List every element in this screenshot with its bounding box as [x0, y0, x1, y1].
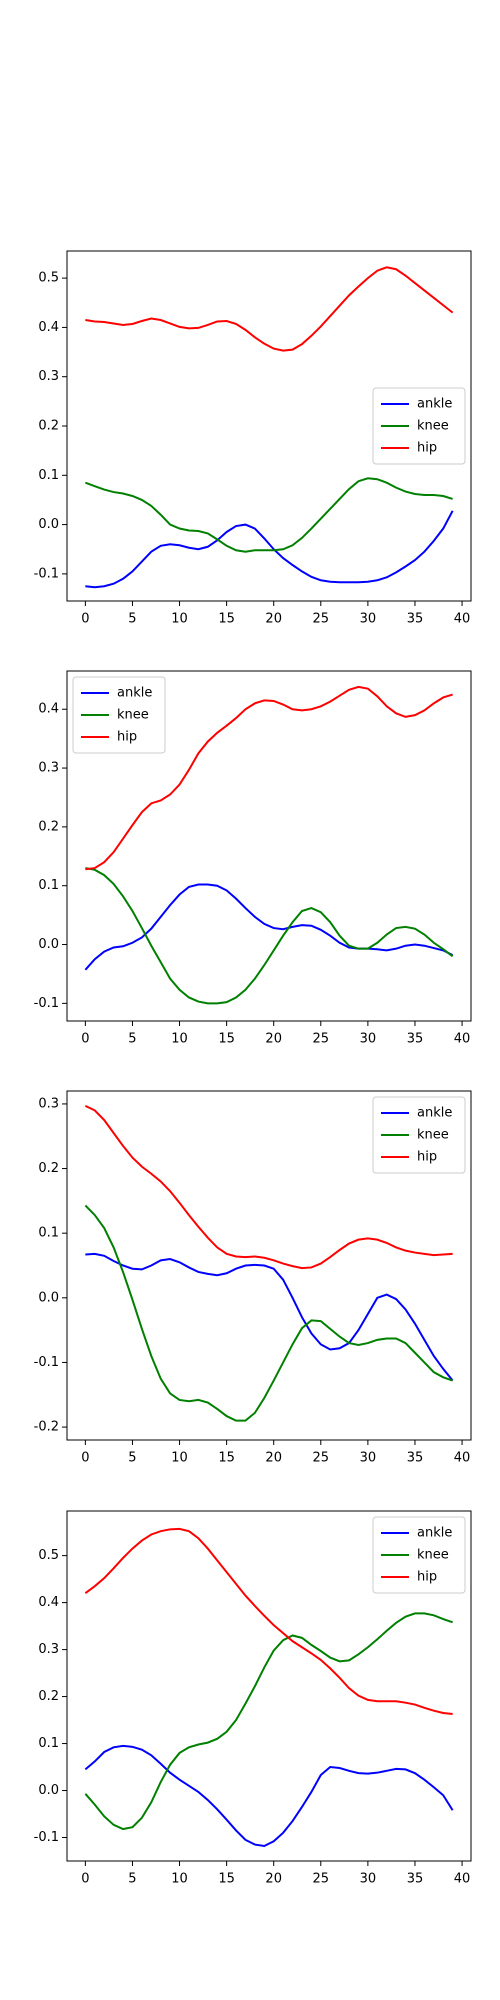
- y-tick-label: 0.3: [38, 369, 59, 384]
- legend-label: hip: [417, 1570, 437, 1585]
- x-tick-label: 15: [218, 1451, 235, 1466]
- y-tick-label: 0.0: [38, 517, 59, 532]
- series-line: [84, 1204, 453, 1422]
- y-tick-label: 0.5: [38, 271, 59, 286]
- y-tick-label: 0.2: [38, 1689, 59, 1704]
- legend-label: ankle: [417, 397, 452, 412]
- y-tick-label: 0.1: [38, 1226, 59, 1241]
- x-tick-label: 0: [81, 1451, 89, 1466]
- series-line: [85, 1252, 454, 1382]
- x-tick-label: 30: [360, 1451, 377, 1466]
- series-line: [85, 867, 454, 1005]
- series-line: [85, 685, 453, 871]
- x-tick-label: 15: [218, 1872, 235, 1887]
- x-tick-label: 15: [218, 612, 235, 627]
- legend-label: hip: [417, 441, 437, 456]
- x-tick-label: 35: [407, 1032, 424, 1047]
- series-line: [84, 1612, 453, 1831]
- y-tick-label: 0.5: [38, 1548, 59, 1563]
- legend-box: [372, 1096, 466, 1174]
- legend-label: knee: [417, 419, 449, 434]
- x-tick-label: 0: [81, 1032, 89, 1047]
- y-tick-label: 0.4: [38, 1595, 59, 1610]
- x-tick-label: 10: [171, 1032, 188, 1047]
- legend-label: ankle: [117, 686, 152, 701]
- x-tick-label: 10: [171, 1451, 188, 1466]
- legend-box: [372, 387, 466, 465]
- x-tick-label: 10: [171, 1872, 188, 1887]
- y-tick-label: 0.0: [38, 1290, 59, 1305]
- axes-frame: [66, 1510, 472, 1862]
- x-tick-label: 25: [313, 1451, 330, 1466]
- y-tick-label: 0.3: [38, 1096, 59, 1111]
- legend-label: knee: [417, 1128, 449, 1143]
- x-tick-label: 35: [407, 1872, 424, 1887]
- y-tick-label: 0.2: [38, 419, 59, 434]
- y-tick-label: 0.2: [38, 1161, 59, 1176]
- y-tick-label: 0.2: [38, 819, 59, 834]
- y-tick-label: 0.3: [38, 1642, 59, 1657]
- series-line: [84, 1104, 453, 1270]
- y-tick-label: -0.2: [34, 1420, 59, 1435]
- x-tick-label: 5: [128, 1872, 136, 1887]
- series-line: [85, 266, 454, 352]
- x-tick-label: 40: [454, 1872, 471, 1887]
- x-tick-label: 40: [454, 1032, 471, 1047]
- x-tick-label: 35: [407, 1451, 424, 1466]
- x-tick-label: 0: [81, 1872, 89, 1887]
- legend-box: [72, 676, 166, 754]
- y-tick-label: 0.0: [38, 1783, 59, 1798]
- x-tick-label: 25: [313, 1872, 330, 1887]
- x-tick-label: 20: [265, 612, 282, 627]
- x-tick-label: 25: [313, 1032, 330, 1047]
- x-tick-label: 35: [407, 612, 424, 627]
- y-tick-label: 0.1: [38, 878, 59, 893]
- y-tick-label: 0.4: [38, 320, 59, 335]
- y-tick-label: -0.1: [34, 1830, 59, 1845]
- x-tick-label: 30: [360, 1032, 377, 1047]
- y-tick-label: 0.3: [38, 761, 59, 776]
- x-tick-label: 20: [265, 1032, 282, 1047]
- x-tick-label: 30: [360, 1872, 377, 1887]
- legend-label: ankle: [417, 1526, 452, 1541]
- legend-label: knee: [417, 1548, 449, 1563]
- x-tick-label: 20: [265, 1872, 282, 1887]
- x-tick-label: 0: [81, 612, 89, 627]
- series-line: [85, 477, 453, 553]
- axes-frame: [66, 670, 472, 1022]
- legend-label: ankle: [417, 1106, 452, 1121]
- legend-box: [372, 1516, 466, 1594]
- axes-frame: [66, 1090, 472, 1441]
- x-tick-label: 15: [218, 1032, 235, 1047]
- series-line: [84, 1744, 454, 1848]
- y-tick-label: 0.4: [38, 702, 59, 717]
- y-tick-label: -0.1: [34, 1355, 59, 1370]
- series-line: [85, 510, 454, 589]
- x-tick-label: 10: [171, 612, 188, 627]
- x-tick-label: 5: [128, 612, 136, 627]
- x-tick-label: 5: [128, 1451, 136, 1466]
- x-tick-label: 5: [128, 1032, 136, 1047]
- legend-label: knee: [117, 708, 149, 723]
- series-line: [84, 883, 454, 971]
- x-tick-label: 30: [360, 612, 377, 627]
- y-tick-label: 0.1: [38, 1736, 59, 1751]
- legend-label: hip: [117, 730, 137, 745]
- y-tick-label: 0.1: [38, 468, 59, 483]
- y-tick-label: -0.1: [34, 996, 59, 1011]
- y-tick-label: 0.0: [38, 937, 59, 952]
- x-tick-label: 20: [265, 1451, 282, 1466]
- series-line: [84, 1527, 453, 1715]
- x-tick-label: 40: [454, 1451, 471, 1466]
- x-tick-label: 25: [313, 612, 330, 627]
- legend-label: hip: [417, 1150, 437, 1165]
- axes-frame: [66, 250, 472, 602]
- x-tick-label: 40: [454, 612, 471, 627]
- y-tick-label: -0.1: [34, 566, 59, 581]
